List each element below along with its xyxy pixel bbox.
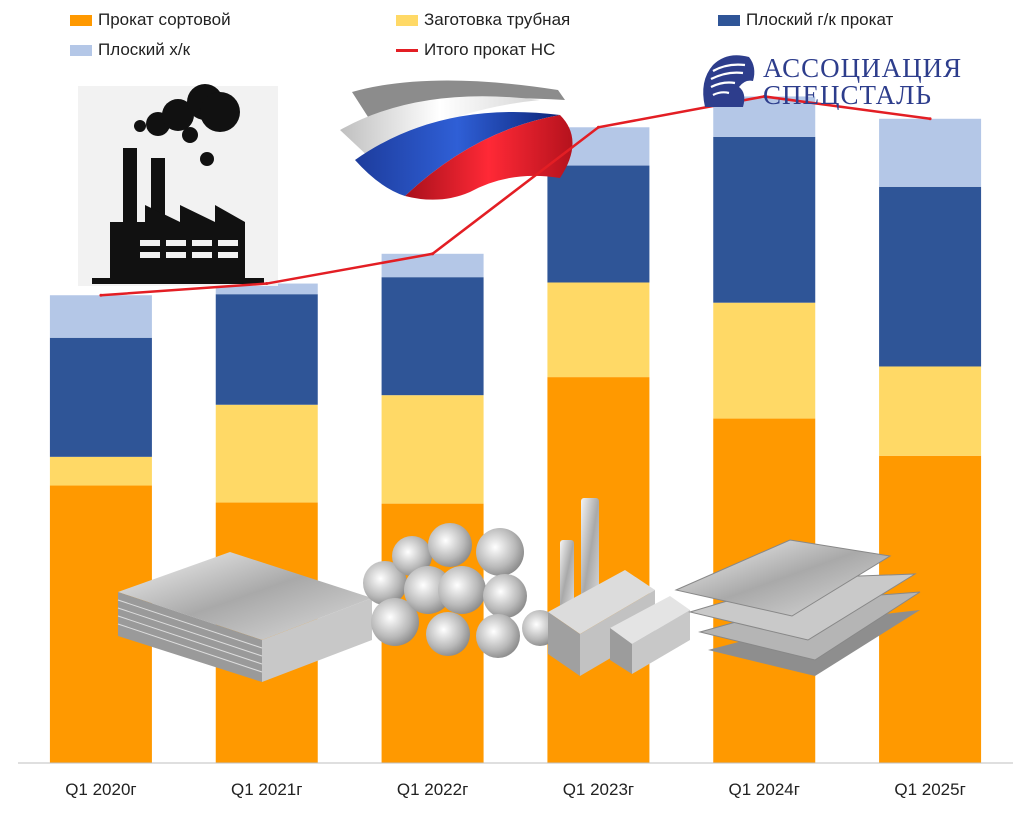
- knight-helmet-icon: [703, 55, 755, 107]
- bar-2-3: [547, 165, 650, 283]
- bar-2-0: [49, 337, 152, 457]
- legend-swatch-0: [70, 14, 92, 26]
- legend: Прокат сортовой Заготовка трубная Плоски…: [0, 0, 1013, 70]
- legend-item-1: Заготовка трубная: [396, 10, 570, 30]
- russian-flag-ribbon: [340, 80, 573, 200]
- factory-icon: [78, 84, 278, 286]
- bar-1-5: [879, 366, 982, 456]
- bar-3-5: [879, 118, 982, 187]
- legend-item-4: Итого прокат НС: [396, 40, 555, 60]
- x-axis: Q1 2020г Q1 2021г Q1 2022г Q1 2023г Q1 2024г…: [18, 762, 1013, 799]
- bar-1-4: [713, 302, 816, 419]
- legend-label-2: Плоский г/к прокат: [746, 10, 894, 29]
- line-layer: [99, 94, 932, 297]
- total-line-point-3: [596, 125, 600, 129]
- legend-swatch-4: [396, 48, 418, 52]
- legend-item-3: Плоский х/к: [70, 40, 190, 60]
- x-tick-label-2: Q1 2022г: [397, 780, 468, 799]
- legend-swatch-1: [396, 14, 418, 26]
- bar-1-1: [215, 404, 318, 503]
- x-tick-label-5: Q1 2025г: [894, 780, 965, 799]
- legend-label-0: Прокат сортовой: [98, 10, 231, 29]
- association-logo: АССОЦИАЦИЯ СПЕЦСТАЛЬ: [693, 46, 983, 118]
- steel-bars-image: [363, 523, 558, 658]
- bar-2-4: [713, 136, 816, 303]
- bar-2-5: [879, 186, 982, 367]
- legend-swatch-2: [718, 14, 740, 26]
- bar-2-2: [381, 277, 484, 396]
- total-line-point-2: [431, 252, 435, 256]
- legend-label-4: Итого прокат НС: [424, 40, 556, 59]
- bar-1-2: [381, 395, 484, 504]
- total-line: [100, 95, 931, 297]
- legend-item-2: Плоский г/к прокат: [718, 10, 893, 30]
- steel-billets-image: [548, 498, 690, 676]
- total-line-point-0: [99, 293, 103, 297]
- bar-1-3: [547, 282, 650, 378]
- steel-sheets-image: [117, 552, 372, 682]
- legend-label-1: Заготовка трубная: [424, 10, 571, 29]
- logo-line-1: АССОЦИАЦИЯ: [763, 53, 963, 83]
- legend-label-3: Плоский х/к: [98, 40, 191, 59]
- bar-0-5: [879, 455, 982, 763]
- bar-1-0: [49, 456, 152, 486]
- total-line-point-4: [762, 94, 766, 98]
- x-tick-label-1: Q1 2021г: [231, 780, 302, 799]
- x-tick-label-3: Q1 2023г: [563, 780, 634, 799]
- steel-plates-image: [674, 539, 921, 676]
- bar-3-2: [381, 253, 484, 278]
- total-line-point-1: [265, 282, 269, 286]
- legend-swatch-3: [70, 44, 92, 56]
- logo-line-2: СПЕЦСТАЛЬ: [763, 80, 932, 110]
- bar-2-1: [215, 294, 318, 405]
- legend-item-0: Прокат сортовой: [70, 10, 231, 30]
- bar-3-1: [215, 283, 318, 295]
- bar-3-0: [49, 295, 152, 338]
- x-tick-label-0: Q1 2020г: [65, 780, 136, 799]
- x-tick-label-4: Q1 2024г: [729, 780, 800, 799]
- total-line-point-5: [928, 117, 932, 121]
